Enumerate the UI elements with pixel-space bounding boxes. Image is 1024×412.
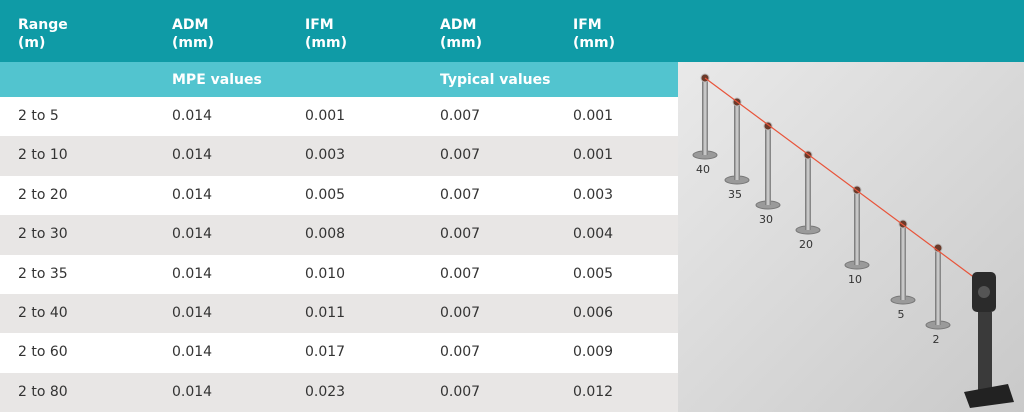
header-unit: (mm) xyxy=(305,35,347,51)
header-name: ADM xyxy=(172,17,209,33)
pole xyxy=(854,190,860,265)
group-label: Typical values xyxy=(440,72,551,88)
table-cell: 2 to 5 xyxy=(18,108,59,124)
table-cell: 2 to 60 xyxy=(18,344,68,361)
pole xyxy=(765,126,771,205)
table-cell: 0.010 xyxy=(305,265,346,282)
laser-beam xyxy=(704,77,984,285)
table-cell: 0.005 xyxy=(305,186,346,203)
table-cell: 2 to 30 xyxy=(18,226,68,243)
distance-label: 35 xyxy=(728,188,742,201)
table-cell: 0.003 xyxy=(573,186,614,203)
table-cell: 0.017 xyxy=(305,344,346,361)
header-name: Range xyxy=(18,17,68,33)
table-cell: 0.003 xyxy=(305,147,346,164)
table-cell: 0.005 xyxy=(573,265,614,282)
table-cell: 0.007 xyxy=(440,344,481,361)
table-cell: 2 to 35 xyxy=(18,265,68,282)
table-cell: 0.004 xyxy=(573,226,614,243)
table-cell: 0.007 xyxy=(440,147,481,164)
table-row: 2 to 60 0.014 0.017 0.007 0.009 xyxy=(0,333,678,373)
pole xyxy=(805,155,811,230)
header-unit: (m) xyxy=(18,35,46,51)
table-cell: 0.008 xyxy=(305,226,346,243)
table-cell: 2 to 80 xyxy=(18,383,68,400)
header-cell: Range (m) xyxy=(18,16,68,52)
header-unit: (mm) xyxy=(573,35,615,51)
pole xyxy=(935,248,941,325)
table-cell: 0.007 xyxy=(440,108,481,124)
table-cell: 0.007 xyxy=(440,186,481,203)
table-cell: 0.007 xyxy=(440,304,481,321)
pole xyxy=(900,224,906,300)
group-label: MPE values xyxy=(172,72,262,88)
distance-label: 5 xyxy=(898,308,905,321)
table-row: 2 to 20 0.014 0.005 0.007 0.003 xyxy=(0,175,678,216)
table-cell: 0.001 xyxy=(305,108,346,124)
pole xyxy=(702,78,708,155)
table-cell: 0.023 xyxy=(305,383,346,400)
table-row: 2 to 30 0.014 0.008 0.007 0.004 xyxy=(0,215,678,255)
distance-label: 30 xyxy=(759,213,773,226)
pole xyxy=(734,102,740,180)
table-cell: 0.007 xyxy=(440,383,481,400)
table-row: 2 to 5 0.014 0.001 0.007 0.001 xyxy=(0,97,678,137)
table-cell: 0.011 xyxy=(305,304,346,321)
table-cell: 0.014 xyxy=(172,265,213,282)
table-cell: 0.014 xyxy=(172,344,213,361)
header-cell: IFM (mm) xyxy=(573,16,615,52)
header-unit: (mm) xyxy=(172,35,214,51)
table-cell: 0.014 xyxy=(172,304,213,321)
header-row: Range (m) ADM (mm) IFM (mm) ADM (mm) IFM (mm) xyxy=(0,0,1024,62)
poles: 40 35 30 20 10 5 2 xyxy=(692,73,951,346)
table-cell: 0.014 xyxy=(172,108,213,124)
table-cell: 0.012 xyxy=(573,383,614,400)
reflector xyxy=(763,121,773,131)
header-cell: IFM (mm) xyxy=(305,16,347,52)
distance-label: 40 xyxy=(696,163,710,176)
table-cell: 0.014 xyxy=(172,383,213,400)
table-row: 2 to 80 0.014 0.023 0.007 0.012 xyxy=(0,372,678,412)
illustration: 40 35 30 20 10 5 2 xyxy=(678,62,1024,412)
group-row: MPE values Typical values xyxy=(0,62,678,97)
table-cell: 0.014 xyxy=(172,186,213,203)
header-name: IFM xyxy=(573,17,602,33)
header-unit: (mm) xyxy=(440,35,482,51)
table-cell: 0.006 xyxy=(573,304,614,321)
table-cell: 2 to 20 xyxy=(18,186,68,203)
table-row: 2 to 10 0.014 0.003 0.007 0.001 xyxy=(0,136,678,176)
table-row: 2 to 40 0.014 0.011 0.007 0.006 xyxy=(0,293,678,334)
header-name: IFM xyxy=(305,17,334,33)
table-cell: 0.001 xyxy=(573,147,614,164)
header-cell: ADM (mm) xyxy=(172,16,214,52)
table-cell: 0.014 xyxy=(172,226,213,243)
distance-label: 2 xyxy=(933,333,940,346)
table-cell: 0.007 xyxy=(440,265,481,282)
header-cell: ADM (mm) xyxy=(440,16,482,52)
distance-label: 10 xyxy=(848,273,862,286)
table-cell: 2 to 10 xyxy=(18,147,68,164)
laser-tracker xyxy=(964,272,1014,408)
distance-label: 20 xyxy=(799,238,813,251)
table-cell: 0.007 xyxy=(440,226,481,243)
background xyxy=(678,62,1024,412)
table-row: 2 to 35 0.014 0.010 0.007 0.005 xyxy=(0,254,678,294)
table-cell: 0.001 xyxy=(573,108,614,124)
table-cell: 0.014 xyxy=(172,147,213,164)
table-cell: 2 to 40 xyxy=(18,304,68,321)
table-cell: 0.009 xyxy=(573,344,614,361)
header-name: ADM xyxy=(440,17,477,33)
